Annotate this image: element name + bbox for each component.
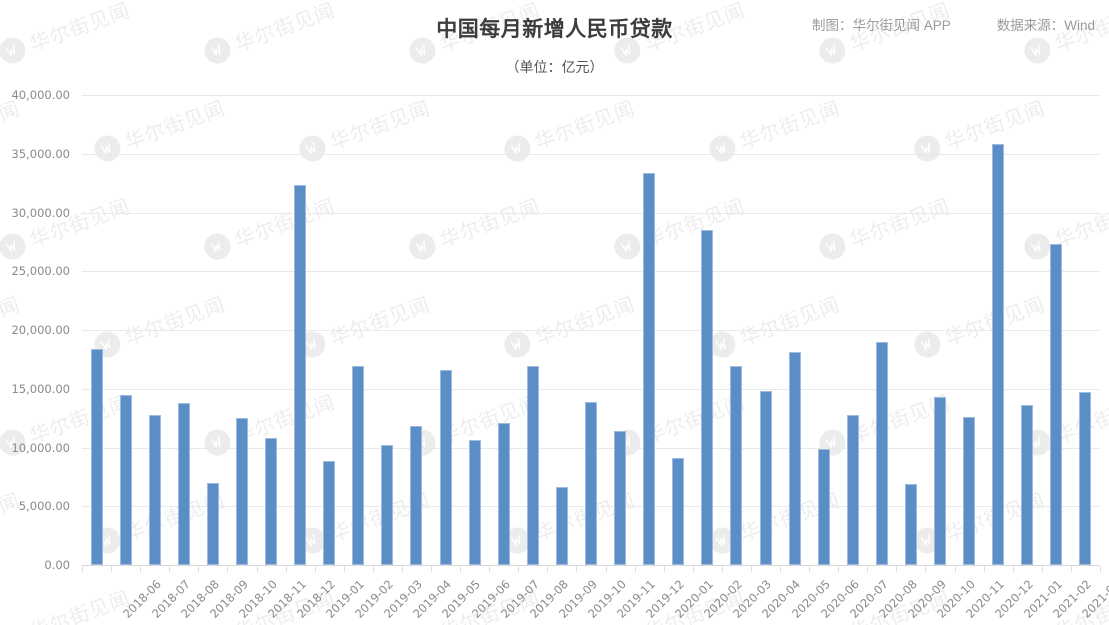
- x-axis-tick-mark: [489, 566, 490, 572]
- y-axis-tick-label: 25,000.00: [11, 264, 70, 278]
- bar[interactable]: [904, 483, 917, 565]
- bar[interactable]: [788, 352, 801, 565]
- y-axis-tick-label: 35,000.00: [11, 147, 70, 161]
- x-axis-tick-mark: [82, 566, 83, 572]
- x-axis-tick-mark: [373, 566, 374, 572]
- bar[interactable]: [846, 414, 859, 565]
- x-axis-tick-mark: [518, 566, 519, 572]
- x-axis-tick-mark: [780, 566, 781, 572]
- x-axis-tick-mark: [140, 566, 141, 572]
- credit-label: 制图：华尔街见闻 APP: [811, 18, 951, 33]
- bar[interactable]: [526, 366, 539, 565]
- bar[interactable]: [934, 396, 947, 565]
- bar[interactable]: [323, 460, 336, 565]
- axis-baseline: [82, 565, 1100, 566]
- bar[interactable]: [468, 440, 481, 565]
- x-axis-tick-mark: [169, 566, 170, 572]
- x-axis-tick-mark: [431, 566, 432, 572]
- x-axis-tick-mark: [257, 566, 258, 572]
- gridline: [82, 154, 1100, 155]
- bar[interactable]: [497, 422, 510, 565]
- gridline: [82, 95, 1100, 96]
- x-axis-tick-mark: [576, 566, 577, 572]
- bar[interactable]: [352, 366, 365, 565]
- y-axis-tick-label: 5,000.00: [18, 499, 70, 513]
- bar[interactable]: [643, 172, 656, 565]
- x-axis-tick-mark: [1042, 566, 1043, 572]
- x-axis-tick-mark: [925, 566, 926, 572]
- x-axis-tick-mark: [984, 566, 985, 572]
- bar[interactable]: [817, 448, 830, 565]
- gridline: [82, 271, 1100, 272]
- bar[interactable]: [555, 487, 568, 565]
- x-axis-tick-mark: [722, 566, 723, 572]
- y-axis-tick-label: 15,000.00: [11, 382, 70, 396]
- data-source-label: 数据来源：Wind: [996, 18, 1095, 33]
- bar[interactable]: [875, 341, 888, 565]
- x-axis-tick-mark: [838, 566, 839, 572]
- x-axis-tick-mark: [227, 566, 228, 572]
- bar[interactable]: [265, 438, 278, 565]
- x-axis-tick-mark: [606, 566, 607, 572]
- bar[interactable]: [672, 458, 685, 565]
- gridline: [82, 389, 1100, 390]
- bar[interactable]: [90, 348, 103, 565]
- bar[interactable]: [235, 418, 248, 565]
- bar[interactable]: [177, 402, 190, 565]
- x-axis-tick-mark: [344, 566, 345, 572]
- x-axis-tick-mark: [955, 566, 956, 572]
- x-axis-tick-mark: [693, 566, 694, 572]
- bar[interactable]: [294, 185, 307, 565]
- x-axis-tick-mark: [896, 566, 897, 572]
- x-axis-tick-mark: [315, 566, 316, 572]
- x-axis-tick-mark: [751, 566, 752, 572]
- x-axis-tick-mark: [460, 566, 461, 572]
- bar[interactable]: [730, 366, 743, 565]
- gridline: [82, 213, 1100, 214]
- x-axis-tick-mark: [1071, 566, 1072, 572]
- x-axis-tick-mark: [402, 566, 403, 572]
- bar[interactable]: [410, 426, 423, 565]
- bar[interactable]: [614, 431, 627, 565]
- x-axis-tick-mark: [286, 566, 287, 572]
- bar[interactable]: [759, 391, 772, 565]
- x-axis-tick-mark: [547, 566, 548, 572]
- y-axis-tick-label: 30,000.00: [11, 206, 70, 220]
- bar[interactable]: [963, 416, 976, 565]
- bar[interactable]: [992, 144, 1005, 565]
- x-axis-tick-mark: [867, 566, 868, 572]
- y-axis-tick-label: 0.00: [44, 558, 70, 572]
- chart-subtitle: （单位：亿元）: [505, 59, 604, 75]
- y-axis-tick-label: 40,000.00: [11, 88, 70, 102]
- x-axis-tick-mark: [198, 566, 199, 572]
- bar[interactable]: [206, 482, 219, 565]
- credit-source-group: 制图：华尔街见闻 APP 数据来源：Wind: [812, 14, 1095, 34]
- chart-header: 中国每月新增人民币贷款 （单位：亿元） 制图：华尔街见闻 APP 数据来源：Wi…: [0, 0, 1109, 86]
- bar[interactable]: [381, 445, 394, 565]
- y-axis-tick-label: 20,000.00: [11, 323, 70, 337]
- bar[interactable]: [701, 230, 714, 565]
- bar[interactable]: [1021, 405, 1034, 565]
- bar[interactable]: [148, 414, 161, 565]
- bar[interactable]: [585, 401, 597, 565]
- x-axis-tick-mark: [1100, 566, 1101, 572]
- gridline: [82, 330, 1100, 331]
- x-axis-tick-mark: [664, 566, 665, 572]
- x-axis-tick-mark: [809, 566, 810, 572]
- bar[interactable]: [1050, 244, 1063, 565]
- bar[interactable]: [119, 394, 132, 565]
- bar[interactable]: [1079, 392, 1092, 565]
- x-axis-tick-mark: [1013, 566, 1014, 572]
- x-axis-tick-mark: [635, 566, 636, 572]
- bar[interactable]: [439, 369, 452, 565]
- x-axis-tick-mark: [111, 566, 112, 572]
